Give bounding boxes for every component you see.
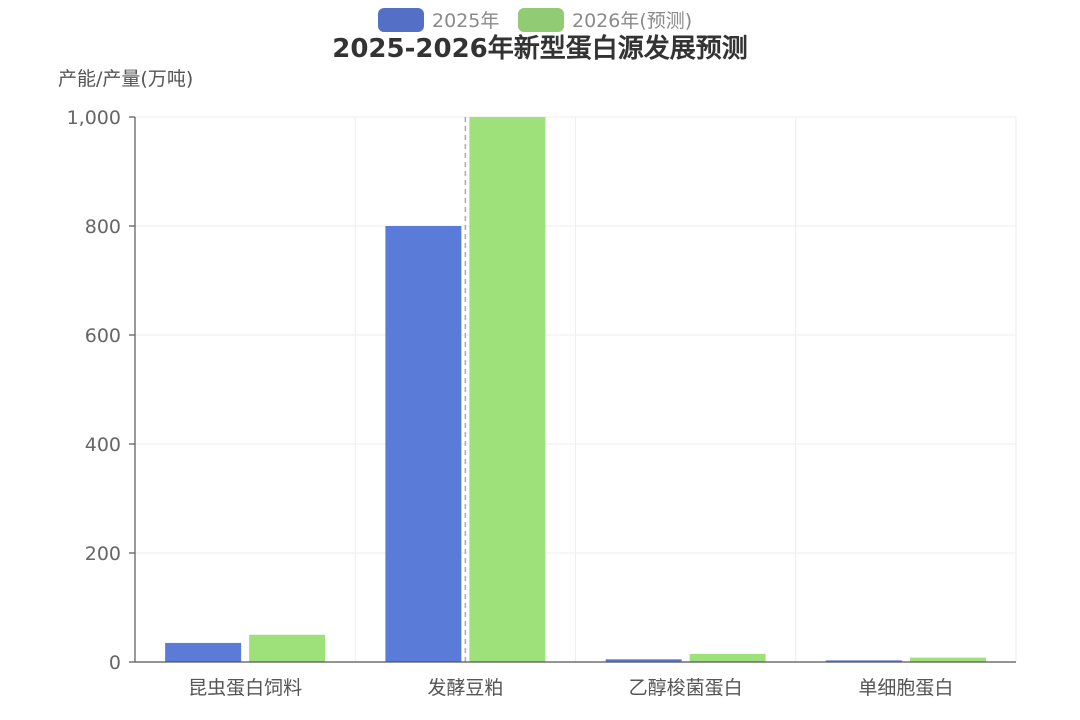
legend[interactable]: 2025年 2026年(预测) [378, 8, 692, 32]
y-tick-label: 800 [85, 216, 121, 238]
y-tick-labels: 0 200 400 600 800 1,000 [67, 107, 121, 674]
grid-lines [135, 116, 1017, 662]
y-tick-label: 600 [85, 325, 121, 347]
y-tick-label: 0 [109, 652, 121, 674]
y-tick-label: 400 [85, 434, 121, 456]
x-tick-label: 单细胞蛋白 [858, 677, 953, 699]
x-tick-label: 昆虫蛋白饲料 [188, 677, 302, 699]
chart-title: 2025-2026年新型蛋白源发展预测 [332, 33, 748, 64]
bar-2026-0[interactable] [249, 634, 326, 662]
axes [129, 116, 1016, 663]
bar-2025-0[interactable] [165, 642, 242, 662]
bar-2025-3[interactable] [825, 660, 902, 662]
legend-item-2026[interactable]: 2026年(预测) [518, 8, 692, 32]
x-tick-labels: 昆虫蛋白饲料 发酵豆粕 乙醇梭菌蛋白 单细胞蛋白 [188, 677, 953, 699]
y-tick-label: 200 [85, 543, 121, 565]
bar-2026-3[interactable] [909, 657, 986, 662]
bar-2025-1[interactable] [385, 226, 462, 662]
bar-2026-2[interactable] [689, 653, 766, 662]
bar-2025-2[interactable] [605, 659, 682, 662]
legend-swatch-2026 [518, 8, 564, 32]
legend-item-2025[interactable]: 2025年 [378, 8, 499, 32]
legend-label-2026: 2026年(预测) [572, 10, 692, 32]
bar-2026-1[interactable] [469, 117, 546, 662]
bars [165, 117, 986, 662]
legend-label-2025: 2025年 [432, 10, 499, 32]
legend-swatch-2025 [378, 8, 424, 32]
x-tick-label: 乙醇梭菌蛋白 [629, 677, 743, 699]
x-tick-label: 发酵豆粕 [427, 677, 503, 699]
y-tick-label: 1,000 [67, 107, 121, 129]
y-axis-label: 产能/产量(万吨) [58, 68, 193, 90]
